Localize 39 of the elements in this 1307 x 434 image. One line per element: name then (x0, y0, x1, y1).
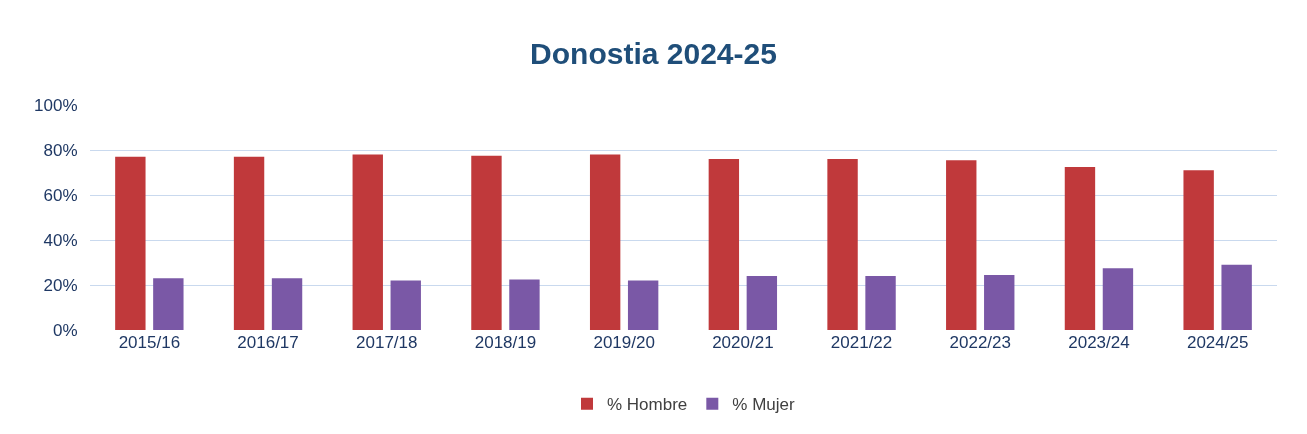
bar (471, 155, 502, 330)
x-tick-label: 2022/23 (949, 333, 1011, 352)
bar (1102, 268, 1134, 330)
bar (827, 159, 858, 330)
x-tick-label: 2023/24 (1068, 333, 1130, 352)
y-tick-label: 100% (34, 95, 78, 115)
bar (352, 154, 383, 330)
x-tick-label: 2024/25 (1186, 333, 1249, 352)
y-tick-label: 0% (53, 320, 78, 340)
bar (589, 154, 621, 330)
bar (1183, 170, 1214, 330)
bar (271, 278, 303, 330)
x-tick-label: 2019/20 (593, 333, 655, 352)
y-tick-label: 40% (43, 230, 78, 250)
y-tick-label: 20% (43, 275, 78, 295)
bar (1064, 166, 1096, 330)
chart-title: Donostia 2024-25 (530, 37, 777, 71)
bar (946, 160, 977, 330)
x-tick-label: 2015/16 (118, 333, 181, 352)
y-tick-label: 80% (43, 140, 78, 160)
x-tick-label: 2020/21 (712, 333, 774, 352)
bar (509, 279, 540, 330)
bar (746, 276, 778, 330)
x-tick-label: 2017/18 (356, 333, 418, 352)
x-tick-label: 2016/17 (237, 333, 299, 352)
bar (115, 156, 146, 330)
bar (708, 159, 740, 330)
bar (865, 276, 896, 330)
bar (984, 274, 1015, 330)
legend-label: % Mujer (732, 395, 795, 415)
bar (1221, 264, 1252, 330)
x-tick-label: 2021/22 (830, 333, 893, 352)
legend-label: % Hombre (607, 395, 688, 415)
bar (627, 280, 659, 330)
x-tick-label: 2018/19 (474, 333, 537, 352)
bar (390, 280, 421, 330)
bar (233, 156, 265, 330)
bar (153, 278, 184, 330)
y-tick-label: 60% (43, 185, 78, 205)
